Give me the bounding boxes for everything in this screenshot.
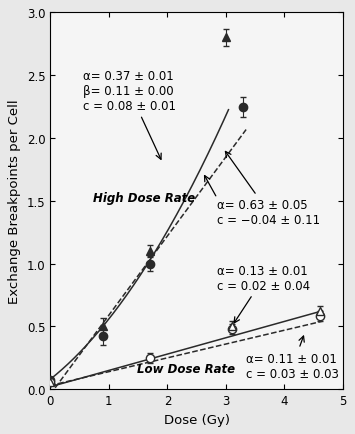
Text: α= 0.37 ± 0.01
β= 0.11 ± 0.00
c = 0.08 ± 0.01: α= 0.37 ± 0.01 β= 0.11 ± 0.00 c = 0.08 ±… bbox=[83, 70, 176, 160]
X-axis label: Dose (Gy): Dose (Gy) bbox=[164, 413, 230, 426]
Text: α= 0.63 ± 0.05
c = −0.04 ± 0.11: α= 0.63 ± 0.05 c = −0.04 ± 0.11 bbox=[217, 152, 320, 227]
Text: α= 0.11 ± 0.01
c = 0.03 ± 0.03: α= 0.11 ± 0.01 c = 0.03 ± 0.03 bbox=[246, 336, 339, 380]
Text: Low Dose Rate: Low Dose Rate bbox=[137, 362, 235, 375]
Text: High Dose Rate: High Dose Rate bbox=[93, 191, 195, 204]
Y-axis label: Exchange Breakpoints per Cell: Exchange Breakpoints per Cell bbox=[8, 99, 21, 303]
Text: α= 0.13 ± 0.01
c = 0.02 ± 0.04: α= 0.13 ± 0.01 c = 0.02 ± 0.04 bbox=[217, 264, 310, 323]
